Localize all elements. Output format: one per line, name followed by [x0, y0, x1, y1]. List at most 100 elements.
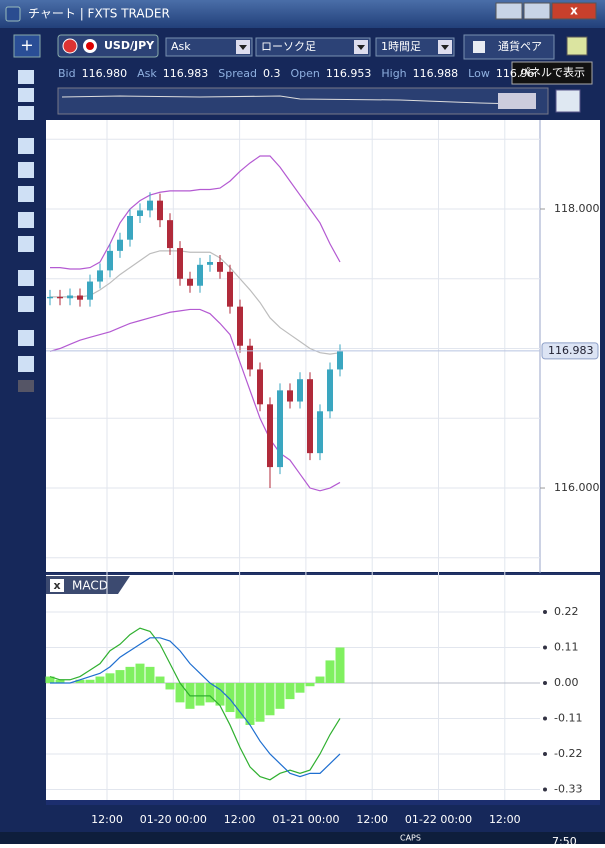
quote-label: Low — [468, 67, 490, 80]
candle-body — [307, 379, 313, 454]
candle-body — [327, 369, 333, 412]
histogram-bar — [125, 666, 135, 683]
y-tick — [543, 716, 547, 721]
clock: 7:50 — [552, 835, 577, 844]
histogram-bar — [155, 676, 165, 683]
histogram-bar — [105, 673, 115, 683]
histogram-bar — [305, 682, 315, 687]
histogram-bar — [45, 676, 55, 683]
close-button[interactable] — [551, 2, 597, 20]
tooltip-text: パネルで表示 — [519, 65, 585, 79]
histogram-bar — [115, 670, 125, 683]
candle-body — [47, 296, 53, 299]
zoom-button[interactable] — [555, 89, 581, 113]
maximize-button[interactable] — [523, 2, 551, 20]
histogram-bar — [165, 682, 175, 690]
histogram-bar — [265, 682, 275, 716]
candle-body — [277, 390, 283, 468]
histogram-bar — [85, 679, 95, 683]
add-button[interactable] — [13, 34, 41, 58]
histogram-bar — [205, 682, 215, 703]
x-tick-label: 01-20 00:00 — [140, 813, 207, 826]
candle-body — [197, 264, 203, 286]
chart-kind: ローソク足 — [261, 40, 316, 53]
quote-value: 116.953 — [326, 67, 372, 80]
candle-body — [67, 295, 73, 299]
histogram-bar — [285, 682, 295, 700]
chart-kind-select[interactable] — [255, 37, 371, 57]
y-tick-label: 0.22 — [554, 605, 579, 618]
y-tick — [543, 645, 547, 650]
candle-body — [57, 296, 63, 299]
candle-body — [117, 239, 123, 251]
quote-label: Ask — [137, 67, 157, 80]
bottom-bar — [46, 800, 600, 805]
candle-body — [337, 351, 343, 370]
pair-checkbox[interactable] — [473, 41, 485, 53]
y-tick-label: 0.00 — [554, 676, 579, 689]
y-tick — [543, 751, 547, 756]
quote-label: Spread — [218, 67, 257, 80]
price-side-select[interactable] — [165, 37, 253, 57]
histogram-bar — [275, 682, 285, 709]
x-tick-label: 12:00 — [356, 813, 388, 826]
left-toolbar — [18, 70, 34, 392]
candle-body — [297, 379, 303, 402]
candle-body — [237, 306, 243, 346]
histogram-bar — [315, 676, 325, 683]
candle-body — [137, 210, 143, 216]
candle-body — [227, 271, 233, 307]
app-icon — [5, 6, 21, 22]
candle-body — [177, 248, 183, 279]
symbol-button[interactable] — [57, 34, 159, 58]
histogram-bar — [55, 679, 65, 683]
timeframe-select[interactable] — [375, 37, 455, 57]
dropdown-arrows — [236, 40, 452, 54]
taskbar — [0, 832, 605, 844]
y-tick-label: 116.000 — [554, 481, 600, 494]
tooltip — [511, 61, 593, 85]
histogram-bar — [235, 682, 245, 719]
panel-button[interactable] — [566, 36, 588, 56]
candle-body — [287, 390, 293, 402]
y-tick-label: -0.22 — [554, 747, 582, 760]
time-axis — [46, 805, 600, 832]
timeframe: 1時間足 — [381, 40, 421, 53]
navigator-line — [61, 95, 521, 105]
x-tick-label: 01-22 00:00 — [405, 813, 472, 826]
navigator-arrows[interactable] — [498, 93, 536, 109]
last-price-label: 116.983 — [548, 344, 594, 357]
candle-body — [247, 345, 253, 370]
candle-body — [257, 369, 263, 405]
x-tick-label: 12:00 — [489, 813, 521, 826]
last-price-box — [541, 342, 599, 360]
histogram-bar — [255, 682, 265, 722]
histogram-bar — [95, 676, 105, 683]
x-tick-label: 12:00 — [91, 813, 123, 826]
candle-body — [97, 270, 103, 282]
quote-label: High — [381, 67, 406, 80]
candle-body — [147, 200, 153, 211]
quote-value: 116.988 — [413, 67, 459, 80]
histogram-bar — [295, 682, 305, 693]
histogram-bar — [135, 663, 145, 683]
macd-line — [49, 627, 341, 781]
y-tick — [543, 680, 547, 685]
quote-value: 116.96 — [496, 67, 535, 80]
pair-panel-button[interactable] — [463, 34, 555, 60]
macd-close[interactable] — [50, 579, 64, 592]
pair-panel: 通貨ペア — [498, 39, 542, 53]
candle-body — [107, 250, 113, 271]
candle-body — [167, 220, 173, 249]
x-tick-label: 12:00 — [224, 813, 256, 826]
histogram-bar — [195, 682, 205, 706]
close-glyph: x — [570, 4, 578, 18]
minimize-button[interactable] — [495, 2, 523, 20]
y-tick-label: 0.11 — [554, 641, 579, 654]
price-side: Ask — [171, 40, 191, 53]
candle-body — [267, 404, 273, 468]
x-tick-label: 01-21 00:00 — [272, 813, 339, 826]
navigator — [57, 87, 549, 115]
